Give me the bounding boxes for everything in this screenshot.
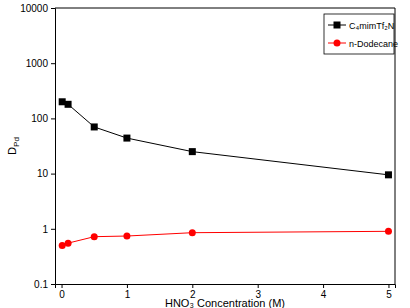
- data-point: [91, 123, 98, 130]
- y-tick-label: 1000: [26, 58, 49, 69]
- y-axis-title: DPd: [6, 137, 21, 155]
- series-line: [62, 231, 388, 245]
- y-tick-label: 10000: [20, 3, 48, 14]
- x-tick-mark: [258, 284, 259, 288]
- legend-marker: [334, 22, 341, 29]
- data-point: [65, 240, 72, 247]
- data-point: [65, 101, 72, 108]
- data-point: [189, 229, 196, 236]
- y-tick: 1: [42, 224, 55, 235]
- x-tick-label: 0: [59, 289, 65, 300]
- data-point: [189, 148, 196, 155]
- y-axis-line: [51, 9, 56, 285]
- x-tick-label: 4: [321, 289, 327, 300]
- y-tick: 100: [31, 113, 55, 124]
- chart: 0123450.1110100100010000HNO₃ Concentrati…: [0, 0, 410, 308]
- y-tick-mark: [51, 8, 55, 9]
- y-axis: 0.1 1 10 100 1000 10000: [20, 3, 55, 290]
- legend-marker: [334, 40, 341, 47]
- x-tick-label: 5: [386, 289, 392, 300]
- y-tick: 10: [37, 168, 55, 179]
- legend-label: C₄mimTf₂N: [349, 21, 394, 31]
- x-tick-mark: [127, 284, 128, 288]
- x-tick: 0: [59, 284, 65, 300]
- x-tick-label: 1: [125, 289, 131, 300]
- y-tick-mark: [51, 63, 55, 64]
- x-axis-line: [56, 285, 396, 289]
- y-tick-mark: [51, 229, 55, 230]
- y-tick: 1000: [26, 58, 55, 69]
- data-point: [385, 228, 392, 235]
- x-axis-title: HNO₃ Concentration (M): [165, 297, 285, 308]
- y-tick-mark: [51, 118, 55, 119]
- x-tick: 1: [125, 284, 131, 300]
- plot-area: [59, 98, 392, 249]
- y-tick-label: 1: [42, 224, 48, 235]
- x-tick-mark: [62, 284, 63, 288]
- data-point: [385, 171, 392, 178]
- legend-label: n-Dodecane: [349, 39, 398, 49]
- series-line: [62, 102, 388, 175]
- frame-right: [395, 8, 396, 284]
- y-tick: 10000: [20, 3, 55, 14]
- y-tick: 0.1: [34, 279, 55, 290]
- y-tick-mark: [51, 174, 55, 175]
- y-tick-label: 0.1: [34, 279, 48, 290]
- data-point: [123, 233, 130, 240]
- data-point: [91, 233, 98, 240]
- x-tick: 5: [386, 284, 392, 300]
- legend: C₄mimTf₂N n-Dodecane: [324, 14, 398, 54]
- frame: [55, 8, 395, 284]
- y-tick-label: 10: [37, 168, 49, 179]
- frame-top: [55, 8, 395, 9]
- y-tick-mark: [51, 284, 55, 285]
- y-tick-label: 100: [31, 113, 48, 124]
- x-tick: 4: [321, 284, 327, 300]
- x-tick-mark: [388, 284, 389, 288]
- x-tick-mark: [192, 284, 193, 288]
- x-tick-mark: [323, 284, 324, 288]
- data-point: [123, 135, 130, 142]
